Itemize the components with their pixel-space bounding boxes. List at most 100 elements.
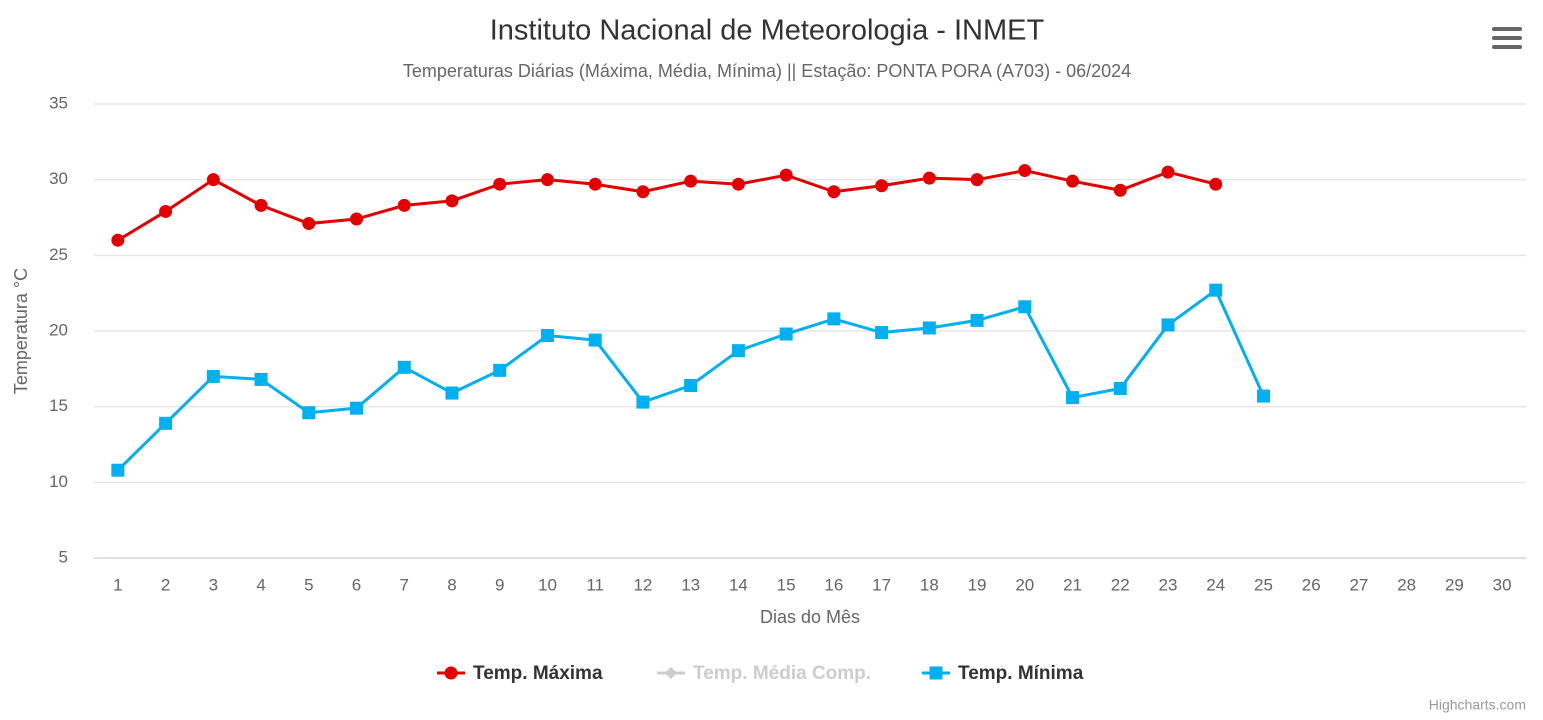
x-axis-title: Dias do Mês <box>760 607 860 627</box>
data-point <box>159 204 173 218</box>
x-tick-label: 14 <box>729 575 748 594</box>
data-point <box>922 171 936 185</box>
x-tick-label: 3 <box>209 575 218 594</box>
data-point <box>1066 391 1080 405</box>
x-tick-label: 21 <box>1063 575 1082 594</box>
x-tick-label: 8 <box>447 575 456 594</box>
data-point <box>1113 183 1127 197</box>
data-point <box>588 177 602 191</box>
legend-label[interactable]: Temp. Média Comp. <box>693 663 871 684</box>
data-point <box>445 194 459 208</box>
data-point <box>588 333 602 347</box>
data-point <box>779 327 793 341</box>
series-line <box>117 169 1217 242</box>
data-point <box>111 463 125 477</box>
data-point <box>875 326 889 340</box>
x-tick-label: 30 <box>1493 575 1512 594</box>
x-tick-label: 22 <box>1111 575 1130 594</box>
x-tick-label: 4 <box>256 575 265 594</box>
data-point <box>922 321 936 335</box>
x-tick-label: 2 <box>161 575 170 594</box>
data-point <box>636 185 650 199</box>
data-point <box>970 313 984 327</box>
x-tick-label: 9 <box>495 575 504 594</box>
data-point <box>254 198 268 212</box>
x-tick-label: 23 <box>1159 575 1178 594</box>
x-tick-label: 18 <box>920 575 939 594</box>
x-tick-label: 11 <box>586 575 604 594</box>
data-point <box>827 185 841 199</box>
y-tick-label: 10 <box>49 472 68 491</box>
x-tick-label: 26 <box>1302 575 1321 594</box>
x-tick-label: 20 <box>1015 575 1034 594</box>
y-tick-label: 15 <box>49 396 68 415</box>
x-tick-label: 10 <box>538 575 557 594</box>
y-tick-label: 25 <box>49 245 68 264</box>
data-point <box>1209 177 1223 191</box>
data-point <box>875 179 889 193</box>
x-tick-label: 12 <box>633 575 652 594</box>
data-point <box>254 372 268 386</box>
x-tick-label: 29 <box>1445 575 1464 594</box>
data-point <box>397 198 411 212</box>
credits[interactable]: Highcharts.com <box>1429 697 1526 713</box>
y-axis-title: Temperatura °C <box>11 268 31 394</box>
x-tick-label: 27 <box>1349 575 1368 594</box>
data-point <box>1209 283 1223 297</box>
data-point <box>493 363 507 377</box>
legend-label[interactable]: Temp. Mínima <box>958 663 1084 684</box>
chart-subtitle: Temperaturas Diárias (Máxima, Média, Mín… <box>403 61 1131 81</box>
data-point <box>111 233 125 247</box>
legend-marker <box>929 666 943 680</box>
y-tick-label: 5 <box>59 547 68 566</box>
x-tick-label: 28 <box>1397 575 1416 594</box>
data-point <box>1161 165 1175 179</box>
x-tick-label: 1 <box>113 575 122 594</box>
x-tick-label: 19 <box>968 575 987 594</box>
y-tick-label: 20 <box>49 320 68 339</box>
data-point <box>350 401 364 415</box>
data-point <box>302 406 316 420</box>
data-point <box>779 168 793 182</box>
data-point <box>1161 318 1175 332</box>
data-point <box>159 416 173 430</box>
data-point <box>1066 174 1080 188</box>
data-point <box>827 312 841 326</box>
data-point <box>970 173 984 187</box>
x-tick-label: 13 <box>681 575 700 594</box>
menu-button[interactable] <box>1492 27 1522 49</box>
data-point <box>493 177 507 191</box>
data-point <box>636 395 650 409</box>
x-tick-label: 15 <box>777 575 796 594</box>
data-point <box>540 173 554 187</box>
data-point <box>684 378 698 392</box>
x-tick-label: 25 <box>1254 575 1273 594</box>
x-tick-label: 7 <box>400 575 409 594</box>
data-point <box>1256 389 1270 403</box>
data-point <box>397 360 411 374</box>
legend-marker <box>665 667 677 679</box>
x-tick-label: 17 <box>872 575 891 594</box>
data-point <box>684 174 698 188</box>
data-point <box>731 344 745 358</box>
legend-marker <box>444 666 458 680</box>
data-point <box>206 173 220 187</box>
y-tick-label: 35 <box>49 93 68 112</box>
data-point <box>540 329 554 343</box>
x-tick-label: 6 <box>352 575 361 594</box>
data-point <box>731 177 745 191</box>
y-tick-label: 30 <box>49 169 68 188</box>
legend-label[interactable]: Temp. Máxima <box>473 663 603 684</box>
data-point <box>302 217 316 231</box>
data-point <box>1018 164 1032 178</box>
x-tick-label: 16 <box>824 575 843 594</box>
data-point <box>445 386 459 400</box>
data-point <box>206 369 220 383</box>
data-point <box>350 212 364 226</box>
data-point <box>1113 382 1127 396</box>
x-tick-label: 24 <box>1206 575 1225 594</box>
chart-title: Instituto Nacional de Meteorologia - INM… <box>490 15 1045 47</box>
x-tick-label: 5 <box>304 575 313 594</box>
